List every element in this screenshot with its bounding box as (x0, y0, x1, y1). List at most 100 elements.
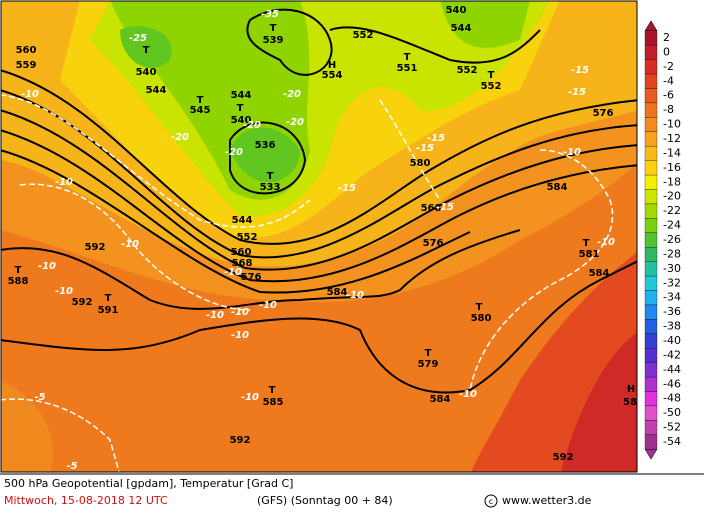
colorbar-label: -40 (663, 334, 681, 347)
contour-label: -10 (231, 307, 249, 318)
colorbar-label: -48 (663, 392, 681, 405)
colorbar-label: -54 (663, 435, 681, 448)
colorbar-swatch (644, 434, 658, 450)
colorbar-label: -2 (663, 60, 674, 73)
contour-label: -10 (206, 310, 224, 321)
colorbar-label: -22 (663, 204, 681, 217)
contour-label: 559 (16, 60, 37, 71)
contour-label: 540 (136, 67, 157, 78)
colorbar-swatch (644, 261, 658, 277)
colorbar-swatch (644, 348, 658, 363)
colorbar-label: -30 (663, 262, 681, 275)
contour-label: 588 (8, 276, 29, 287)
pressure-center: H (627, 384, 635, 395)
pressure-center: T (583, 238, 590, 249)
colorbar-label: -4 (663, 74, 674, 87)
contour-label: 536 (255, 140, 276, 151)
contour-label: 554 (322, 70, 343, 81)
colorbar-swatch (644, 275, 658, 291)
colorbar-swatch (644, 420, 658, 435)
colorbar-swatch (644, 319, 658, 334)
colorbar-swatch (644, 391, 658, 407)
contour-label: -15 (338, 183, 356, 194)
colorbar-label: -20 (663, 190, 681, 203)
colorbar-label: 0 (663, 45, 670, 58)
contour-label: -15 (568, 87, 586, 98)
contour-label: -10 (38, 261, 56, 272)
contour-label: -15 (436, 202, 454, 213)
colorbar-swatch (644, 232, 658, 248)
colorbar-swatch (644, 333, 658, 349)
contour-label: 544 (231, 90, 252, 101)
contour-label: 552 (457, 65, 478, 76)
contour-label: -15 (427, 133, 445, 144)
contour-label: -10 (55, 177, 73, 188)
contour-label: 540 (231, 115, 252, 126)
colorbar-swatch (644, 131, 658, 147)
colorbar-label: -24 (663, 219, 681, 232)
colorbar-label: -36 (663, 305, 681, 318)
contour-label: 544 (146, 85, 167, 96)
pressure-center: T (237, 103, 244, 114)
contour-label: 591 (98, 305, 119, 316)
contour-label: 585 (263, 397, 284, 408)
contour-label: 551 (397, 63, 418, 74)
colorbar-swatch (644, 45, 658, 60)
colorbar-arrow-bottom (644, 448, 658, 460)
colorbar-label: -18 (663, 175, 681, 188)
contour-label: -10 (597, 237, 615, 248)
colorbar-label: -42 (663, 348, 681, 361)
colorbar-label: -26 (663, 233, 681, 246)
pressure-center: T (404, 52, 411, 63)
colorbar-label: -14 (663, 146, 681, 159)
colorbar-label: -38 (663, 320, 681, 333)
contour-label: -20 (286, 117, 304, 128)
colorbar-swatch (644, 189, 658, 205)
map (1, 1, 637, 472)
contour-label: 576 (423, 238, 444, 249)
contour-label: -20 (171, 132, 189, 143)
contour-label: 592 (230, 435, 251, 446)
footer-run: (GFS) (Sonntag 00 + 84) (257, 494, 393, 507)
contour-label: 580 (471, 313, 492, 324)
colorbar-label: -52 (663, 421, 681, 434)
contour-label: 592 (553, 452, 574, 463)
colorbar-label: -6 (663, 89, 674, 102)
contour-label: 568 (232, 258, 253, 269)
contour-label: -20 (283, 89, 301, 100)
colorbar: 20 -2-4 -6-8 -10-12-14 -16-18 -20-22 -24-26-28… (644, 20, 681, 460)
contour-label: -35 (261, 9, 279, 20)
contour-label: -10 (241, 392, 259, 403)
colorbar-swatch (644, 362, 658, 378)
contour-label: 584 (547, 182, 568, 193)
copyright-c: c (489, 497, 493, 506)
pressure-center: T (105, 293, 112, 304)
contour-label: -20 (225, 147, 243, 158)
footer-title: 500 hPa Geopotential [gpdam], Temperatur… (4, 477, 293, 490)
pressure-center: T (197, 95, 204, 106)
contour-label: -15 (416, 143, 434, 154)
footer-date: Mittwoch, 15-08-2018 12 UTC (4, 494, 168, 507)
contour-label: 576 (241, 272, 262, 283)
footer-credit: www.wetter3.de (502, 494, 592, 507)
contour-label: -10 (563, 147, 581, 158)
contour-label: -10 (55, 286, 73, 297)
contour-label: -10 (121, 239, 139, 250)
contour-label: -10 (224, 267, 242, 278)
colorbar-swatch (644, 88, 658, 104)
colorbar-label: -46 (663, 377, 681, 390)
contour-label: 552 (481, 81, 502, 92)
pressure-center: T (488, 70, 495, 81)
colorbar-swatch (644, 146, 658, 161)
contour-label: 581 (579, 249, 600, 260)
colorbar-swatch (644, 247, 658, 262)
contour-label: 539 (263, 35, 284, 46)
pressure-center: T (269, 385, 276, 396)
pressure-center: T (425, 348, 432, 359)
pressure-center: H (328, 60, 336, 71)
colorbar-swatch (644, 174, 658, 190)
contour-label: 584 (327, 287, 348, 298)
contour-label: -25 (129, 33, 147, 44)
